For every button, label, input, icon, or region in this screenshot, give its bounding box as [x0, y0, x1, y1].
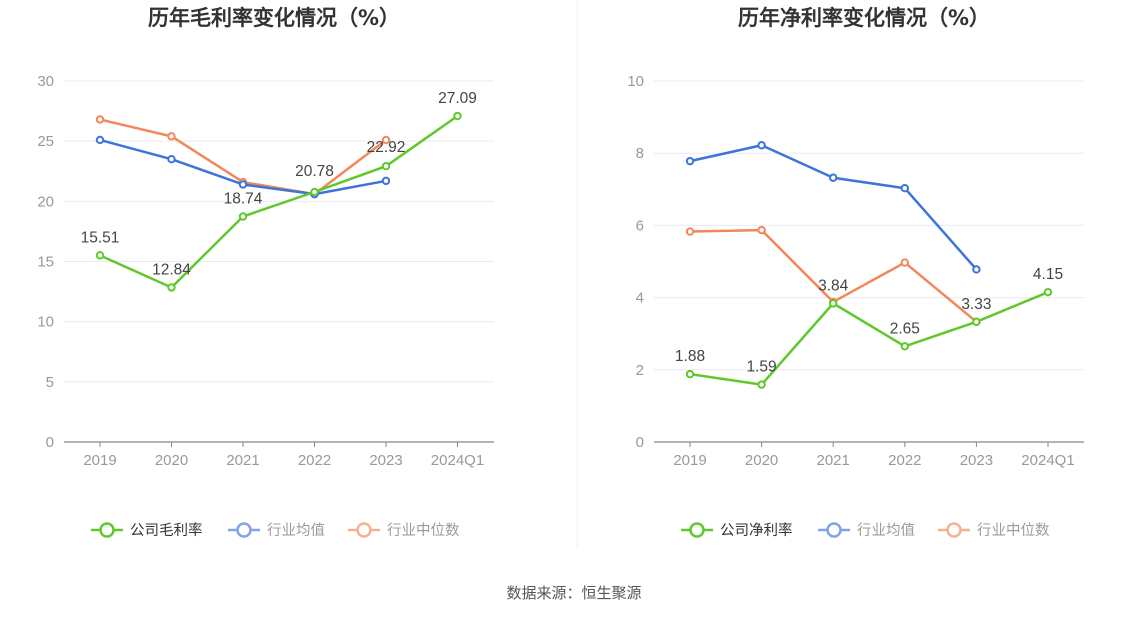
data-point-avg — [381, 176, 391, 186]
y-tick-label: 2 — [636, 362, 644, 379]
legend-marker — [356, 522, 372, 538]
data-label: 1.59 — [747, 359, 777, 376]
y-tick-label: 10 — [37, 314, 54, 331]
data-label: 1.88 — [675, 348, 705, 365]
series-line-avg — [689, 144, 978, 271]
legend-item-avg[interactable]: 行业均值 — [818, 522, 915, 539]
data-label: 20.78 — [295, 163, 334, 180]
series-line-median — [689, 228, 978, 323]
legend-label: 行业中位数 — [387, 522, 460, 539]
legend-label: 行业均值 — [857, 522, 915, 539]
data-source: 数据来源：恒生聚源 — [506, 584, 641, 602]
legend-marker — [99, 522, 115, 538]
data-point-avg — [685, 156, 695, 166]
legend-marker — [946, 522, 962, 538]
legend-label: 公司净利率 — [720, 522, 793, 539]
y-tick-label: 4 — [636, 290, 644, 307]
x-tick-label: 2021 — [817, 452, 850, 469]
series-line-company — [99, 114, 459, 289]
data-point-company — [95, 251, 105, 260]
legend-marker — [826, 522, 842, 538]
data-point-avg — [829, 173, 838, 182]
data-point-median — [757, 225, 766, 235]
legend-marker — [236, 522, 252, 538]
data-point-company — [685, 369, 695, 379]
data-point-avg — [900, 184, 909, 193]
data-label: 3.33 — [961, 296, 991, 313]
x-tick-label: 2019 — [673, 452, 706, 469]
data-point-median — [900, 258, 909, 267]
data-point-median — [167, 132, 176, 141]
legend-item-avg[interactable]: 行业均值 — [228, 522, 325, 539]
data-label: 22.92 — [367, 139, 406, 156]
data-point-avg — [238, 180, 248, 189]
legend-item-median[interactable]: 行业中位数 — [348, 522, 460, 539]
data-point-avg — [757, 141, 766, 150]
data-point-company — [972, 317, 981, 326]
y-tick-label: 25 — [37, 133, 54, 150]
x-tick-label: 2021 — [226, 452, 259, 469]
x-tick-label: 2019 — [83, 452, 116, 469]
data-point-company — [381, 161, 391, 171]
data-point-company — [1043, 287, 1053, 297]
data-point-median — [685, 227, 695, 236]
data-point-company — [757, 380, 766, 389]
series-line-company — [689, 291, 1049, 386]
data-point-avg — [95, 135, 105, 145]
data-point-company — [167, 283, 176, 292]
legend-label: 行业中位数 — [977, 522, 1050, 539]
legend-item-company[interactable]: 公司净利率 — [681, 522, 793, 539]
data-label: 18.74 — [224, 190, 263, 207]
data-label: 4.15 — [1033, 266, 1063, 283]
data-point-company — [829, 299, 838, 308]
data-point-company — [453, 111, 462, 121]
data-point-avg — [972, 265, 981, 274]
legend-label: 行业均值 — [267, 522, 325, 539]
chart-title: 历年净利率变化情况（%） — [738, 6, 990, 30]
x-tick-label: 2022 — [298, 452, 331, 469]
gross-margin-chart: 历年毛利率变化情况（%） 0 5 10 15 20 25 30 2019 2020 2021 2022… — [37, 6, 494, 539]
data-point-company — [238, 212, 248, 221]
x-tick-label: 2023 — [369, 452, 402, 469]
data-label: 15.51 — [81, 229, 120, 246]
y-tick-label: 30 — [37, 73, 54, 90]
x-tick-label: 2024Q1 — [431, 452, 484, 469]
y-tick-label: 5 — [46, 374, 54, 391]
x-tick-label: 2024Q1 — [1021, 452, 1074, 469]
data-point-company — [310, 187, 319, 197]
y-tick-label: 8 — [636, 145, 644, 162]
x-tick-label: 2020 — [155, 452, 188, 469]
data-label: 3.84 — [818, 277, 849, 294]
legend-label: 公司毛利率 — [130, 522, 203, 539]
x-tick-label: 2020 — [745, 452, 778, 469]
x-tick-label: 2023 — [960, 452, 993, 469]
data-label: 2.65 — [890, 320, 920, 337]
data-label: 27.09 — [438, 90, 477, 107]
y-tick-label: 15 — [37, 254, 54, 271]
data-point-median — [95, 115, 105, 124]
net-margin-chart: 历年净利率变化情况（%） 0 2 4 6 8 10 2019 2020 2021 2022 2023 2… — [627, 6, 1084, 539]
y-tick-label: 0 — [636, 434, 644, 451]
legend-item-median[interactable]: 行业中位数 — [938, 522, 1050, 539]
y-tick-label: 10 — [627, 73, 644, 90]
y-tick-label: 6 — [636, 217, 644, 234]
y-tick-label: 0 — [46, 434, 54, 451]
data-point-median — [381, 135, 391, 145]
data-point-avg — [167, 155, 176, 164]
legend-marker — [689, 522, 705, 538]
legend-item-company[interactable]: 公司毛利率 — [91, 522, 203, 539]
x-tick-label: 2022 — [888, 452, 921, 469]
chart-title: 历年毛利率变化情况（%） — [148, 6, 400, 30]
data-label: 12.84 — [152, 261, 191, 278]
data-point-company — [900, 342, 909, 351]
y-tick-label: 20 — [37, 193, 54, 210]
